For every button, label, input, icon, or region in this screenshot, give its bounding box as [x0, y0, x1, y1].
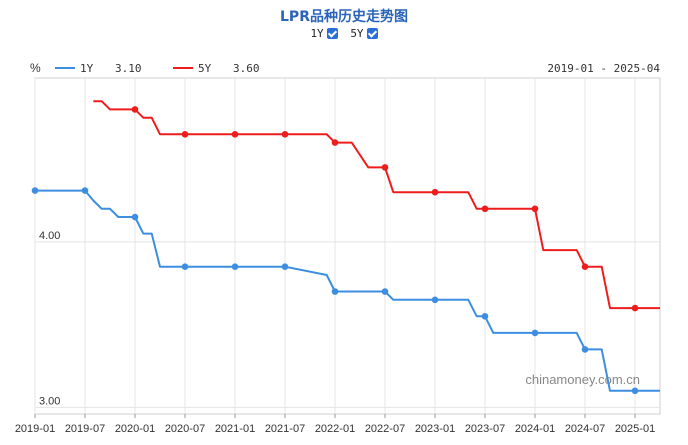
chart-title: LPR品种历史走势图	[280, 9, 408, 25]
data-point-5y	[581, 263, 589, 270]
data-point-5y	[431, 188, 439, 196]
data-point-1y	[481, 313, 489, 320]
toggle-1y-checkbox[interactable]	[326, 28, 338, 39]
data-point-1y	[131, 213, 139, 221]
data-point-5y	[631, 304, 639, 312]
y-tick-label: 4.00	[39, 230, 60, 242]
series-line-5y	[93, 100, 660, 310]
x-tick-label: 2021-01	[215, 423, 255, 435]
x-tick-label: 2020-01	[115, 423, 155, 435]
watermark: chinamoney.com.cn	[525, 372, 640, 387]
data-point-1y	[631, 387, 639, 395]
data-point-1y	[281, 263, 289, 270]
toggle-5y[interactable]: 5Y	[350, 27, 378, 40]
legend-value-5y: 3.60	[233, 62, 260, 75]
legend-value-1y: 3.10	[115, 62, 142, 75]
data-point-5y	[131, 106, 139, 113]
x-tick-label: 2019-07	[65, 423, 105, 435]
data-point-5y	[331, 139, 339, 146]
x-tick-label: 2019-01	[15, 423, 55, 435]
toggle-1y[interactable]: 1Y	[310, 27, 338, 40]
x-tick-label: 2025-01	[615, 423, 655, 435]
x-tick-label: 2020-07	[165, 423, 205, 435]
data-point-1y	[331, 288, 339, 295]
data-point-1y	[381, 288, 389, 295]
series-toggles: 1Y 5Y	[0, 27, 688, 40]
data-point-5y	[231, 130, 239, 138]
data-point-5y	[531, 205, 539, 213]
x-tick-label: 2022-07	[365, 423, 405, 435]
toggle-5y-label: 5Y	[350, 27, 364, 40]
x-tick-label: 2023-07	[465, 423, 505, 435]
data-point-5y	[181, 130, 189, 138]
legend-name-1y: 1Y	[80, 62, 94, 75]
data-point-1y	[581, 346, 589, 353]
y-unit-label: %	[30, 61, 41, 75]
legend-name-5y: 5Y	[198, 62, 212, 75]
x-tick-label: 2024-07	[565, 423, 605, 435]
x-tick-label: 2024-01	[515, 423, 555, 435]
data-point-5y	[381, 164, 389, 171]
data-point-1y	[231, 263, 239, 270]
x-tick-label: 2021-07	[265, 423, 305, 435]
data-point-1y	[431, 296, 439, 304]
series-line-1y	[35, 189, 660, 392]
y-tick-label: 3.00	[39, 395, 60, 407]
toggle-1y-label: 1Y	[310, 27, 324, 40]
x-tick-label: 2023-01	[415, 423, 455, 435]
data-point-1y	[181, 263, 189, 270]
data-point-5y	[281, 130, 289, 138]
data-point-1y	[81, 187, 89, 194]
data-point-5y	[481, 205, 489, 213]
x-tick-label: 2022-01	[315, 423, 355, 435]
data-point-1y	[31, 187, 39, 194]
data-point-1y	[531, 329, 539, 337]
toggle-5y-checkbox[interactable]	[366, 28, 378, 39]
plot-frame	[34, 77, 661, 415]
date-range-label: 2019-01 - 2025-04	[547, 62, 660, 75]
